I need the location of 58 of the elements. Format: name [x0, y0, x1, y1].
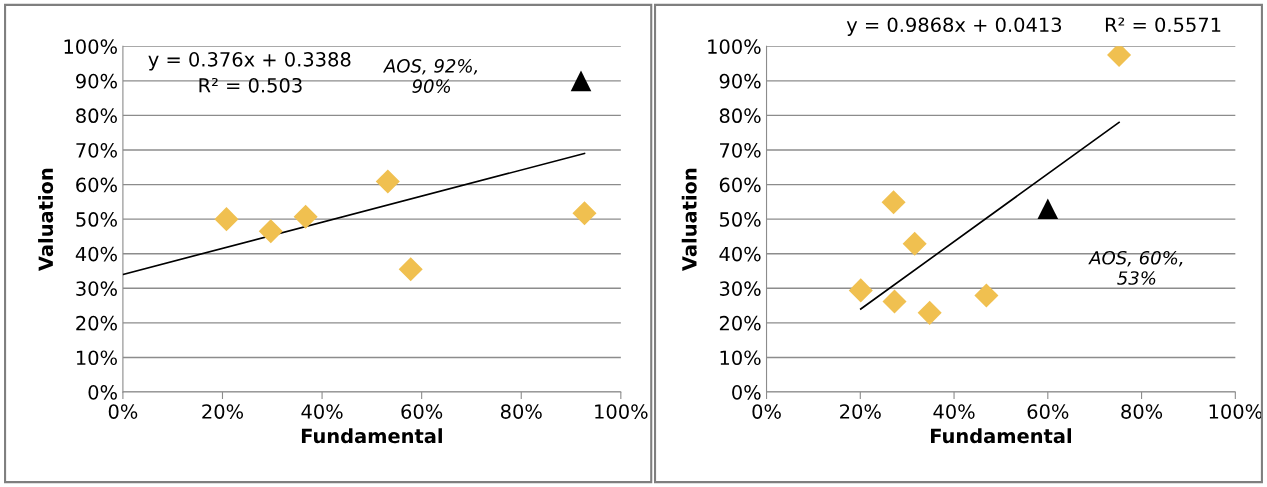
- annotation: y = 0.376x + 0.3388: [148, 51, 351, 71]
- y-tick-label: 20%: [719, 315, 761, 331]
- point: [375, 169, 400, 194]
- y-tick-label: 30%: [719, 281, 761, 296]
- point: [902, 231, 927, 256]
- text: y = 0.9868x + 0.0413: [846, 17, 1062, 36]
- y-tick-label: 40%: [719, 246, 761, 262]
- annotation: R² = 0.503: [199, 77, 302, 93]
- y-tick-label: 40%: [75, 246, 117, 262]
- y-tick-label: 100%: [708, 39, 761, 54]
- point: [848, 278, 873, 303]
- x-tick-label: 20%: [202, 404, 244, 419]
- x-axis-title: Fundamental: [931, 428, 1071, 444]
- point: [917, 300, 942, 325]
- x-tick-label: 80%: [1121, 404, 1163, 419]
- y-tick-label: 60%: [76, 177, 117, 193]
- y-tick-label: 90%: [719, 73, 761, 89]
- x-tick-label: 40%: [933, 404, 975, 419]
- x-tick-label: 40%: [301, 404, 343, 419]
- y-tick-label: 10%: [720, 350, 761, 366]
- annotation: AOS, 60%, 53%: [1088, 250, 1183, 285]
- annotation: AOS, 92%, 90%: [382, 59, 478, 93]
- y-axis-title: Valuation: [38, 168, 54, 271]
- y-tick-label: 0%: [732, 384, 761, 400]
- y-tick-label: 90%: [76, 73, 117, 89]
- y-axis-title: Valuation: [681, 168, 697, 271]
- y-tick-label: 0%: [88, 384, 117, 400]
- x-tick-label: 100%: [1209, 404, 1263, 419]
- y-tick-label: 70%: [720, 142, 761, 158]
- text: R² = 0.5571: [1105, 17, 1221, 33]
- point: [882, 289, 907, 314]
- x-tick-label: 60%: [401, 404, 443, 419]
- y-tick-label: 80%: [719, 108, 761, 124]
- x-tick-label: 80%: [500, 404, 542, 419]
- point: [572, 201, 597, 226]
- x-tick-label: 100%: [595, 404, 648, 419]
- y-tick-label: 80%: [76, 108, 117, 124]
- point: [398, 257, 423, 282]
- x-tick-label: 60%: [1027, 404, 1069, 419]
- point: [881, 190, 906, 215]
- y-tick-label: 10%: [76, 350, 117, 366]
- point: [570, 70, 592, 92]
- point: [258, 219, 283, 244]
- y-tick-label: 30%: [76, 281, 117, 296]
- point: [214, 207, 239, 232]
- point: [293, 204, 318, 229]
- y-tick-label: 20%: [76, 315, 117, 331]
- y-tick-label: 50%: [719, 212, 761, 227]
- x-axis-title: Fundamental: [301, 428, 442, 444]
- point: [1037, 198, 1059, 220]
- point: [974, 283, 999, 308]
- x-tick-label: 0%: [752, 404, 781, 419]
- y-tick-label: 60%: [719, 177, 761, 193]
- y-tick-label: 70%: [76, 142, 117, 158]
- x-tick-label: 20%: [840, 404, 881, 419]
- x-tick-label: 0%: [108, 404, 138, 419]
- y-tick-label: 100%: [64, 39, 117, 54]
- y-tick-label: 50%: [76, 212, 117, 227]
